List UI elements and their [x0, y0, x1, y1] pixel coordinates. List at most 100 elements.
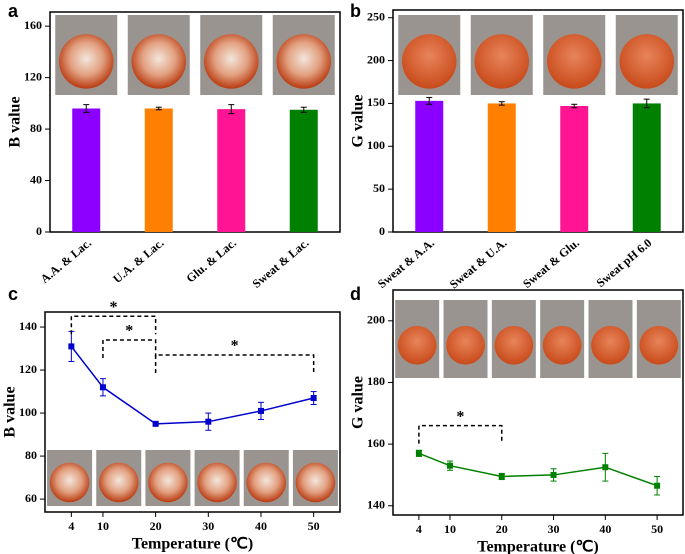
bar [415, 100, 444, 232]
photo-spot [619, 34, 675, 89]
x-tick-label: 30 [548, 522, 560, 536]
photo-spot [591, 325, 630, 365]
point [68, 343, 75, 350]
point [498, 473, 505, 480]
x-tick-label: 40 [255, 519, 267, 533]
bar [560, 106, 589, 232]
photo-spot [49, 462, 90, 503]
x-tick-label: A.A. & Lac. [38, 236, 94, 286]
y-tick-label: 0 [379, 224, 385, 238]
y-tick-label: 80 [30, 121, 42, 135]
y-tick-label: 140 [19, 319, 37, 333]
photo-spot [401, 34, 457, 89]
y-tick-label: 140 [367, 498, 385, 512]
point [654, 482, 661, 489]
axis-frame [44, 311, 341, 513]
photo-spot [148, 462, 188, 503]
x-axis-label: Temperature (℃) [477, 539, 599, 554]
photo-spot [98, 462, 139, 503]
y-axis-label: B value [2, 386, 19, 437]
significance-star: * [231, 338, 239, 355]
bar [289, 109, 318, 232]
photo-spot [203, 34, 259, 89]
y-tick-label: 250 [367, 9, 385, 23]
point [550, 471, 557, 478]
x-tick-label: 4 [68, 519, 74, 533]
photo-spot [58, 34, 114, 89]
y-axis-label: G value [350, 376, 367, 429]
x-tick-label: Sweat pH 6.0 [594, 236, 655, 290]
photo-spot [446, 325, 485, 365]
bar [487, 103, 516, 232]
y-tick-label: 0 [36, 224, 42, 238]
x-tick-label: Sweat & Glu. [520, 236, 582, 291]
x-tick-label: 40 [599, 522, 611, 536]
x-tick-label: 20 [150, 519, 162, 533]
significance-star: * [125, 323, 133, 340]
photo-spot [276, 34, 332, 89]
x-tick-label: 50 [308, 519, 320, 533]
point [152, 420, 159, 427]
bar [217, 109, 246, 232]
y-tick-label: 120 [19, 362, 37, 376]
photo-spot [397, 325, 437, 365]
x-tick-label: Sweat & U.A. [447, 236, 510, 292]
line [70, 345, 314, 425]
panel-label: d [350, 284, 361, 304]
significance-bracket [102, 339, 157, 358]
x-tick-label: Glu. & Lac. [183, 236, 238, 286]
x-tick-label: Sweat & Lac. [250, 236, 312, 291]
y-tick-label: 180 [367, 374, 385, 388]
y-tick-label: 50 [373, 181, 385, 195]
x-tick-label: 20 [496, 522, 508, 536]
photo-spot [546, 34, 602, 89]
photo-spot [197, 462, 237, 503]
x-tick-label: 10 [444, 522, 456, 536]
x-tick-label: U.A. & Lac. [110, 236, 166, 286]
bar [72, 108, 101, 232]
significance-star: * [109, 299, 117, 316]
y-tick-label: 150 [367, 95, 385, 109]
point [310, 395, 317, 402]
y-tick-label: 160 [24, 18, 42, 32]
x-axis-label: Temperature (℃) [132, 536, 254, 553]
x-tick-label: Sweat & A.A. [375, 236, 437, 291]
point [446, 462, 453, 469]
y-axis-label: G value [350, 95, 367, 148]
axis-frame [49, 11, 341, 233]
bar [632, 103, 661, 232]
panel-label: b [350, 1, 361, 21]
significance-star: * [456, 408, 464, 425]
point [415, 450, 422, 457]
axis-frame [392, 289, 684, 516]
point [602, 464, 609, 471]
significance-bracket [70, 315, 157, 335]
y-axis-label: B value [7, 96, 24, 147]
axis-frame [392, 9, 684, 233]
significance-bracket [418, 424, 503, 444]
x-tick-label: 4 [416, 522, 422, 536]
photo-spot [246, 462, 287, 503]
x-tick-label: 50 [651, 522, 663, 536]
y-tick-label: 100 [19, 405, 37, 419]
significance-bracket [154, 354, 315, 374]
bar [144, 108, 173, 232]
photo-spot [639, 325, 679, 365]
panel-label: a [8, 1, 19, 21]
panel-label: c [8, 284, 18, 304]
line [418, 452, 658, 487]
y-tick-label: 60 [25, 491, 37, 505]
photo-spot [131, 34, 187, 89]
y-tick-label: 100 [367, 138, 385, 152]
point [99, 384, 106, 391]
point [205, 418, 212, 425]
y-tick-label: 200 [367, 52, 385, 66]
photo-spot [542, 325, 582, 365]
photo-spot [494, 325, 534, 365]
photo-spot [295, 462, 336, 503]
x-tick-label: 10 [97, 519, 109, 533]
point [257, 407, 264, 414]
y-tick-label: 200 [367, 313, 385, 327]
x-tick-label: 30 [202, 519, 214, 533]
